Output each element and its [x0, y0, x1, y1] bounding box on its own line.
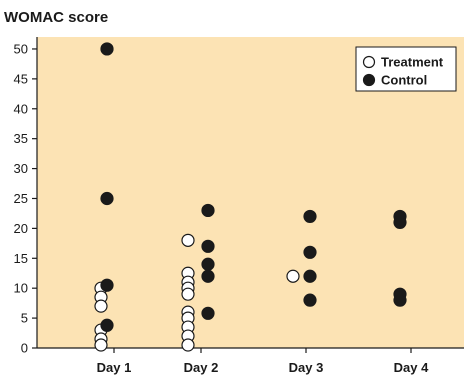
y-tick-label: 45 [14, 71, 28, 86]
control-point [201, 203, 215, 218]
control-point [201, 269, 215, 283]
control-point [393, 215, 407, 230]
y-tick-label: 50 [14, 41, 28, 56]
legend-treatment-marker [362, 55, 376, 69]
y-tick-label: 20 [14, 221, 28, 236]
y-tick-label: 40 [14, 101, 28, 116]
control-point [100, 318, 114, 332]
control-point [303, 245, 317, 259]
control-point [393, 293, 407, 307]
control-point [100, 42, 114, 56]
chart-title: WOMAC score [4, 9, 109, 26]
control-point [201, 306, 215, 320]
control-point [201, 239, 215, 253]
control-point [303, 209, 317, 224]
treatment-point [94, 299, 108, 313]
treatment-point [181, 287, 195, 301]
control-point [100, 278, 114, 292]
legend-label: Control [381, 73, 427, 88]
legend-label: Treatment [381, 55, 444, 70]
treatment-point [286, 269, 300, 283]
legend: Treatment Control [355, 46, 457, 92]
x-axis: Day 1 Day 2 Day 3 Day 4 [37, 347, 464, 375]
y-tick-label: 25 [14, 191, 28, 206]
x-tick-label: Day 3 [289, 360, 324, 375]
y-tick-label: 0 [21, 341, 28, 356]
control-point [100, 191, 114, 206]
legend-control-marker [362, 73, 376, 87]
y-tick-label: 30 [14, 161, 28, 176]
y-tick-label: 10 [14, 281, 28, 296]
data-points [94, 42, 407, 352]
control-point [303, 293, 317, 307]
treatment-point [181, 338, 195, 352]
x-tick-label: Day 2 [184, 360, 219, 375]
treatment-point [94, 338, 108, 352]
control-point [201, 257, 215, 271]
y-tick-label: 5 [21, 311, 28, 326]
x-tick-label: Day 1 [97, 360, 132, 375]
y-tick-label: 35 [14, 131, 28, 146]
y-axis: 0 5 10 15 20 25 30 35 40 45 50 [14, 37, 38, 356]
control-point [303, 269, 317, 283]
x-tick-label: Day 4 [394, 360, 429, 375]
treatment-point [181, 233, 195, 247]
y-tick-label: 15 [14, 251, 28, 266]
